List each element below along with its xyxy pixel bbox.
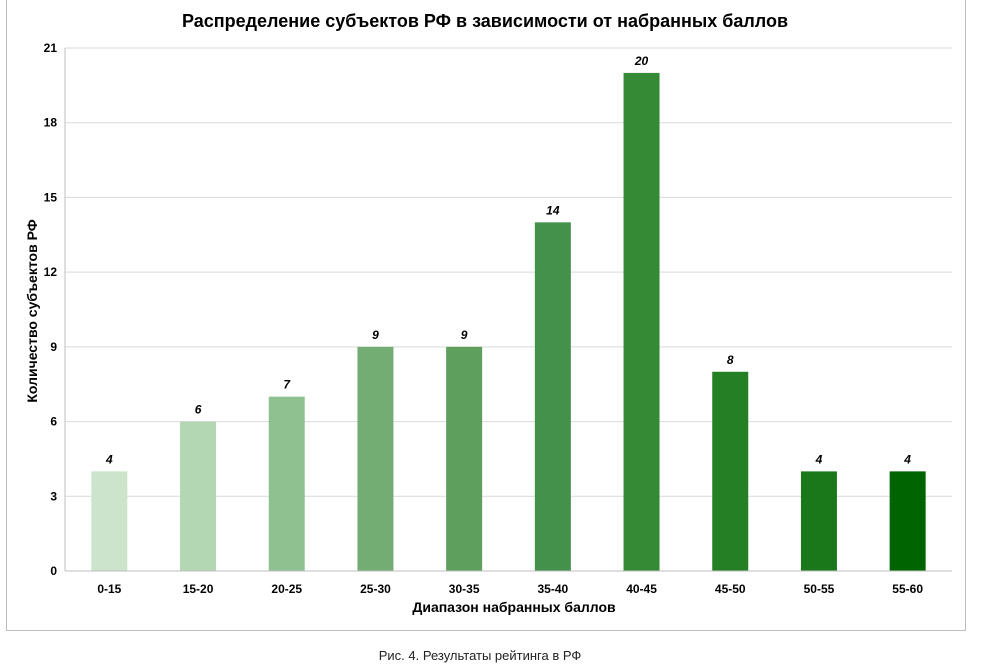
data-label: 8 [727,353,734,367]
data-label: 7 [283,378,291,392]
bar [889,471,926,571]
y-tick-label: 0 [50,564,57,578]
y-tick-label: 6 [50,415,57,429]
x-tick-label: 15-20 [183,582,214,596]
bar-chart: Распределение субъектов РФ в зависимости… [24,11,952,615]
bar [800,471,837,571]
x-tick-label: 20-25 [271,582,302,596]
bar [446,346,483,571]
y-tick-label: 9 [50,340,57,354]
x-tick-label: 35-40 [537,582,568,596]
data-label: 4 [815,452,823,466]
y-tick-label: 18 [44,116,58,130]
x-tick-label: 45-50 [715,582,746,596]
y-tick-label: 3 [50,489,57,503]
x-axis-title: Диапазон набранных баллов [412,599,616,615]
data-label: 6 [195,403,202,417]
bars: 4 6 7 9 9 14 20 8 4 4 [91,54,926,572]
y-tick-label: 15 [44,190,58,204]
x-axis: 0-15 15-20 20-25 25-30 30-35 35-40 40-45 45-50 5… [65,570,952,596]
figure-caption: Рис. 4. Результаты рейтинга в РФ [378,648,582,663]
data-label: 20 [634,54,649,68]
bar [91,471,128,571]
chart-title: Распределение субъектов РФ в зависимости… [182,11,788,31]
x-tick-label: 30-35 [449,582,480,596]
bar [180,421,217,571]
y-axis-title: Количество субъектов РФ [24,219,40,402]
data-label: 9 [461,328,468,342]
data-label: 9 [372,328,379,342]
y-tick-label: 12 [44,265,58,279]
bar [712,371,749,571]
data-label: 4 [105,452,113,466]
bar [534,222,571,572]
x-tick-label: 55-60 [892,582,923,596]
x-tick-label: 50-55 [804,582,835,596]
bar [357,346,394,571]
x-tick-label: 0-15 [97,582,121,596]
data-label: 14 [546,203,560,217]
bar [268,396,305,571]
x-tick-label: 40-45 [626,582,657,596]
x-tick-label: 25-30 [360,582,391,596]
chart-frame: Распределение субъектов РФ в зависимости… [6,0,966,631]
y-axis: 0 3 6 9 12 15 18 21 [44,41,66,578]
y-tick-label: 21 [44,41,58,55]
bar [623,72,660,572]
data-label: 4 [903,452,911,466]
